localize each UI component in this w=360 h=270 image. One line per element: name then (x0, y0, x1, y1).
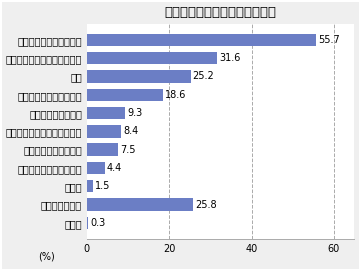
Bar (87, 107, 125, 119)
Text: 9.3: 9.3 (127, 108, 143, 118)
Text: 25.2: 25.2 (193, 72, 214, 82)
Bar (87, 52, 217, 64)
Title: 冬用機能性インナーの利用状況: 冬用機能性インナーの利用状況 (165, 6, 276, 19)
Text: 25.8: 25.8 (195, 200, 217, 210)
Bar (87, 34, 316, 46)
Bar (87, 217, 88, 229)
Bar (87, 162, 105, 174)
Bar (87, 70, 190, 83)
Text: 0.3: 0.3 (90, 218, 105, 228)
Bar (87, 180, 93, 193)
Bar (87, 125, 121, 137)
Bar (87, 198, 193, 211)
Text: 4.4: 4.4 (107, 163, 122, 173)
Text: 7.5: 7.5 (120, 145, 135, 155)
Text: 18.6: 18.6 (166, 90, 187, 100)
Text: 55.7: 55.7 (318, 35, 340, 45)
Bar (87, 143, 118, 156)
Text: 8.4: 8.4 (123, 126, 139, 136)
Text: 31.6: 31.6 (219, 53, 240, 63)
Text: (%): (%) (39, 251, 55, 261)
Text: 1.5: 1.5 (95, 181, 111, 191)
Bar (87, 89, 163, 101)
